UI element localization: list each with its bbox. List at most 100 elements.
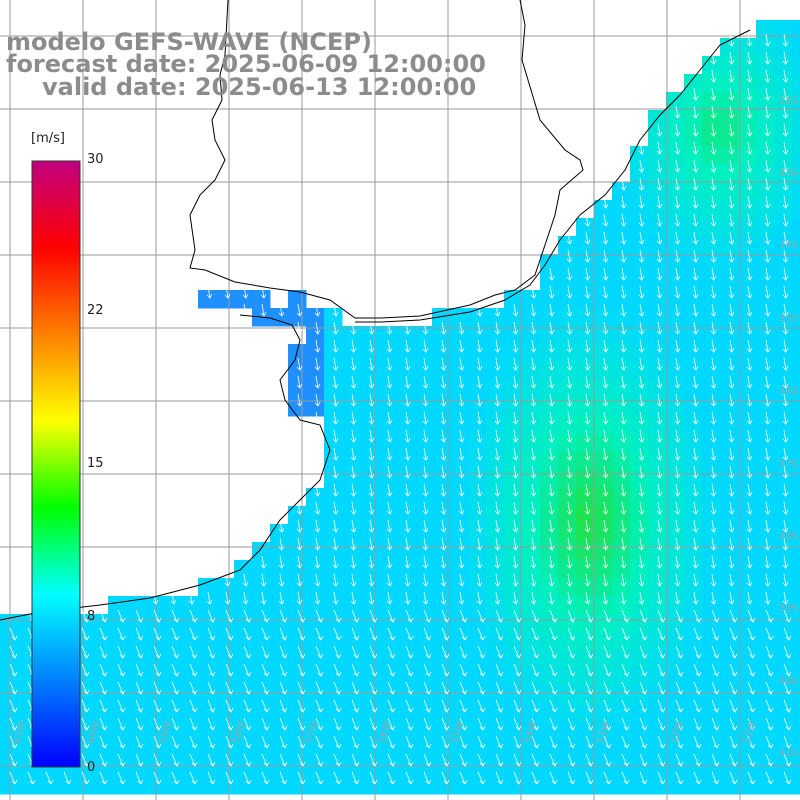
wind-cell (666, 560, 685, 579)
wind-cell (648, 740, 667, 759)
wind-arrow (782, 177, 789, 191)
wind-arrow (620, 267, 627, 281)
wind-cell (756, 434, 775, 453)
wind-cell (180, 776, 199, 795)
model-title: modelo GEFS-WAVE (NCEP) (6, 28, 372, 56)
wind-cell (306, 758, 325, 777)
wind-cell (612, 452, 631, 471)
wind-cell (774, 110, 793, 129)
wind-arrow (711, 627, 720, 641)
wind-arrow (458, 501, 465, 515)
wind-arrow (404, 519, 411, 533)
wind-cell (396, 578, 415, 597)
wind-cell (630, 272, 649, 291)
wind-arrow (171, 735, 180, 749)
wind-cell (414, 614, 433, 633)
wind-arrow (675, 681, 684, 695)
wind-arrow (440, 321, 447, 335)
wind-arrow (441, 645, 450, 659)
wind-arrow (674, 393, 681, 407)
wind-arrow (783, 699, 792, 713)
wind-arrow (458, 573, 465, 587)
wind-cell (540, 362, 559, 381)
wind-arrow (782, 51, 789, 65)
wind-arrow (656, 267, 663, 281)
wind-arrow (422, 573, 429, 587)
wind-cell (414, 470, 433, 489)
wind-arrow (99, 681, 108, 695)
wind-cell (0, 776, 19, 795)
wind-arrow (692, 267, 699, 281)
lat-label: 36S (778, 386, 798, 397)
wind-arrow (728, 213, 735, 227)
wind-arrow (765, 717, 774, 731)
wind-cell (378, 542, 397, 561)
wind-cell (666, 416, 685, 435)
wind-arrow (279, 645, 288, 659)
wind-cell (306, 524, 325, 543)
wind-arrow (656, 213, 663, 227)
wind-cell (414, 362, 433, 381)
wind-cell (468, 362, 487, 381)
wind-cell (738, 146, 757, 165)
wind-cell (702, 326, 721, 345)
wind-arrow (314, 573, 321, 587)
wind-cell (792, 758, 800, 777)
wind-cell (522, 470, 541, 489)
wind-cell (558, 380, 577, 399)
wind-cell (360, 560, 379, 579)
wind-arrow (531, 753, 540, 767)
wind-cell (684, 416, 703, 435)
wind-arrow (674, 195, 681, 209)
wind-arrow (458, 447, 465, 461)
wind-arrow (387, 771, 396, 785)
wind-cell (720, 758, 739, 777)
wind-cell (504, 560, 523, 579)
wind-cell (756, 164, 775, 183)
wind-arrow (440, 411, 447, 425)
wind-arrow (512, 321, 519, 335)
wind-cell (414, 668, 433, 687)
wind-arrow (494, 555, 501, 569)
wind-arrow (494, 591, 501, 605)
wind-cell (648, 596, 667, 615)
wind-cell (666, 524, 685, 543)
wind-arrow (476, 411, 483, 425)
wind-arrow (279, 627, 288, 641)
wind-arrow (45, 771, 54, 785)
wind-arrow (512, 393, 519, 407)
wind-arrow (350, 411, 357, 425)
wind-cell (522, 344, 541, 363)
wind-cell (720, 272, 739, 291)
wind-cell (108, 614, 127, 633)
wind-arrow (350, 321, 357, 335)
wind-arrow (747, 717, 756, 731)
wind-arrow (782, 357, 789, 371)
wind-arrow (548, 519, 555, 533)
wind-arrow (405, 645, 414, 659)
wind-cell (792, 560, 800, 579)
wind-cell (414, 776, 433, 795)
wind-cell (450, 578, 469, 597)
wind-arrow (621, 645, 630, 659)
wind-arrow (440, 501, 447, 515)
wind-cell (738, 596, 757, 615)
wind-cell (666, 506, 685, 525)
wind-arrow (764, 303, 771, 317)
wind-arrow (656, 501, 663, 515)
wind-arrow (135, 627, 144, 641)
wind-arrow (279, 681, 288, 695)
wind-cell (792, 236, 800, 255)
wind-arrow (297, 771, 306, 785)
wind-cell (306, 542, 325, 561)
wind-cell (252, 704, 271, 723)
wind-arrow (513, 681, 522, 695)
wind-cell (414, 506, 433, 525)
wind-cell (630, 740, 649, 759)
wind-arrow (368, 411, 375, 425)
wind-cell (792, 38, 800, 57)
wind-arrow (153, 663, 162, 677)
wind-arrow (566, 357, 573, 371)
wind-arrow (369, 753, 378, 767)
wind-cell (594, 272, 613, 291)
